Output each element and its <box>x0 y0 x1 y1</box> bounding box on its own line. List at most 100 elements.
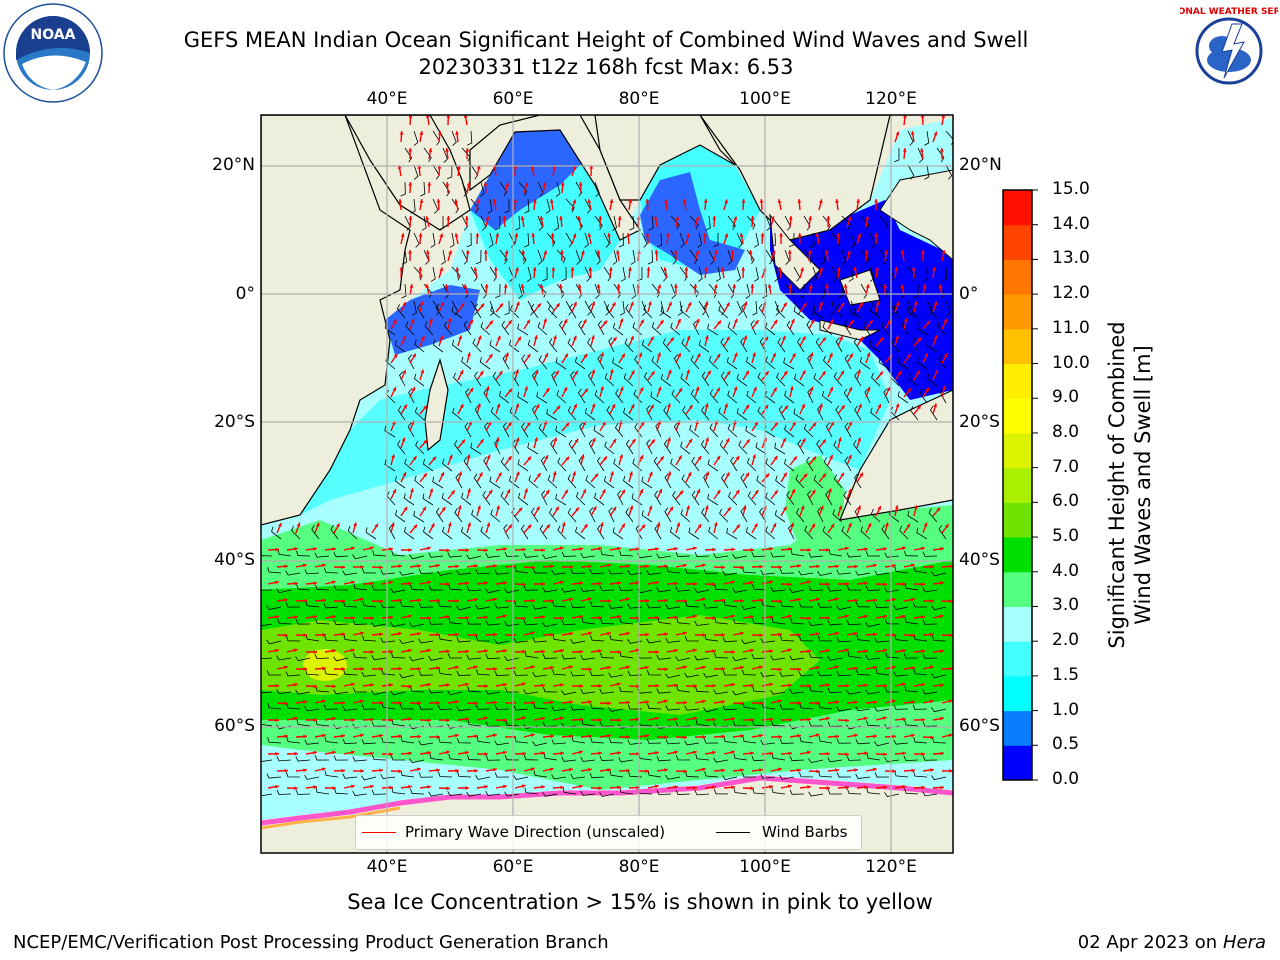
wave-direction-arrowhead <box>848 387 853 392</box>
wind-barb <box>779 568 795 574</box>
wave-direction-arrowhead <box>517 336 521 341</box>
wave-direction-arrowhead <box>587 631 592 636</box>
wave-direction-arrowhead <box>636 751 640 756</box>
wave-direction-arrowhead <box>822 337 826 342</box>
wave-direction-arrowhead <box>464 682 469 687</box>
wave-direction-arrowhead <box>588 767 592 772</box>
wind-barb <box>825 490 833 506</box>
wave-direction-arrowhead <box>750 786 754 791</box>
wave-direction-arrowhead <box>636 547 640 551</box>
wave-direction-arrowhead <box>303 598 307 603</box>
wave-direction-arrowhead <box>455 564 459 569</box>
wave-direction-arrowhead <box>693 684 697 688</box>
wave-direction-arrowhead <box>658 489 663 494</box>
wind-barb <box>643 304 653 319</box>
wind-barb <box>751 552 767 558</box>
wind-barb <box>780 635 795 642</box>
wind-barb <box>513 670 529 676</box>
wind-barb <box>618 585 634 592</box>
wave-direction-arrowhead <box>730 580 735 585</box>
wind-barb <box>524 198 530 214</box>
wave-direction-arrowhead <box>508 388 513 393</box>
wave-direction-arrowhead <box>645 564 649 569</box>
wind-barb <box>594 181 600 197</box>
wave-direction-arrowhead <box>873 632 877 637</box>
wind-barb <box>343 669 358 676</box>
wind-barb <box>833 474 843 489</box>
wave-direction-arrowhead <box>427 182 432 186</box>
wind-barb <box>784 458 795 472</box>
wave-direction-arrowhead <box>628 267 632 271</box>
wind-barb <box>670 283 676 299</box>
wind-barb <box>778 405 786 421</box>
wind-barb <box>818 771 833 778</box>
wave-direction-arrowhead <box>773 387 777 392</box>
wave-direction-arrowhead <box>749 648 754 653</box>
footer-date: 02 Apr 2023 on Hera <box>1078 932 1266 953</box>
wind-barb <box>490 305 501 319</box>
wind-barb <box>760 637 776 643</box>
wave-direction-arrowhead <box>455 598 459 603</box>
wind-barb <box>635 524 643 540</box>
wind-barb <box>928 304 938 319</box>
wind-barb <box>884 757 900 763</box>
wave-direction-arrowhead <box>864 751 868 756</box>
wind-barb <box>276 756 292 762</box>
wave-direction-arrowhead <box>313 650 317 654</box>
wave-direction-arrowhead <box>701 563 706 568</box>
wind-barb <box>817 671 833 677</box>
wave-direction-arrowhead <box>732 284 736 288</box>
wave-direction-arrowhead <box>864 649 868 654</box>
wind-barb <box>701 406 710 421</box>
wind-barb <box>261 691 273 694</box>
wave-direction-arrowhead <box>484 752 488 756</box>
wave-direction-arrowhead <box>569 564 573 569</box>
lat-label-left-20n: 20°N <box>212 155 255 175</box>
wave-direction-arrowhead <box>579 684 583 688</box>
wind-barb <box>442 181 451 197</box>
wind-barb <box>413 232 420 248</box>
wind-barb <box>723 600 738 608</box>
wave-direction-arrowhead <box>894 505 899 510</box>
wave-direction-arrowhead <box>788 216 793 220</box>
wave-direction-arrowhead <box>940 581 944 585</box>
wave-direction-arrowhead <box>582 489 587 494</box>
wind-barb <box>409 554 425 560</box>
wind-barb <box>571 736 586 744</box>
wave-direction-arrowhead <box>636 580 640 585</box>
wind-barb <box>709 423 719 438</box>
wind-barb <box>428 552 444 558</box>
wind-barb <box>870 508 881 523</box>
wave-direction-arrowhead <box>949 599 953 604</box>
wave-direction-arrowhead <box>418 267 423 271</box>
colorbar-tick-label: 11.0 <box>1052 317 1090 338</box>
wave-direction-arrowhead <box>674 546 678 551</box>
wind-barb <box>836 706 852 712</box>
wind-barb <box>352 554 368 560</box>
wind-barb <box>922 791 938 797</box>
wind-barb <box>295 619 311 625</box>
wind-barb <box>599 585 615 591</box>
wave-direction-arrowhead <box>808 216 813 220</box>
colorbar-tick-label: 1.0 <box>1052 699 1080 720</box>
wave-direction-arrowhead <box>524 182 529 187</box>
wave-direction-arrowhead <box>588 267 593 271</box>
wind-barb <box>410 198 416 214</box>
wind-barb <box>680 305 691 319</box>
wind-barb <box>435 507 444 523</box>
wind-barb <box>276 689 292 695</box>
wind-barb <box>883 388 890 404</box>
wave-direction-arrowhead <box>432 456 437 461</box>
wind-barb <box>442 526 453 540</box>
wave-direction-arrowhead <box>825 284 830 288</box>
wind-barb <box>625 303 634 319</box>
wave-direction-arrowhead <box>778 267 782 271</box>
wind-barb <box>756 475 767 489</box>
wind-barb <box>608 569 624 575</box>
wave-direction-arrowhead <box>465 250 470 254</box>
wind-barb <box>487 198 493 214</box>
wind-barb <box>456 605 472 611</box>
wind-barb <box>380 602 396 608</box>
wave-direction-arrowhead <box>640 319 644 324</box>
wind-barb <box>424 321 434 336</box>
